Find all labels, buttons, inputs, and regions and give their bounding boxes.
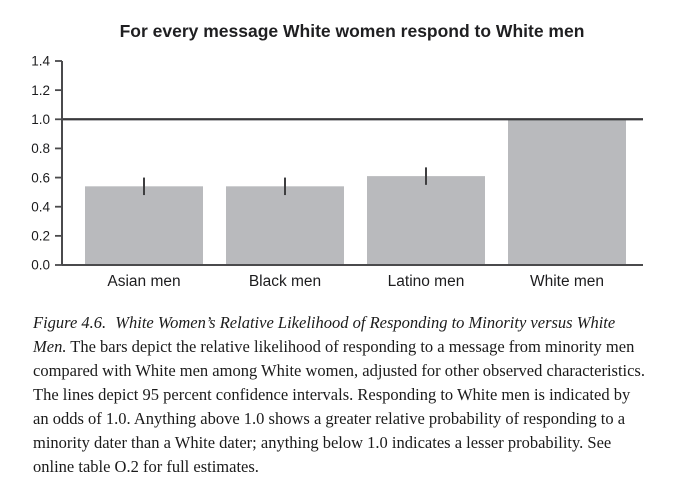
chart-plot-area: 0.0 0.2 0.4 0.6 0.8 1.0 1.2 1.4 Asian men Black m… bbox=[31, 54, 643, 290]
figure-title: White Women’s Relative Likelihood of Res… bbox=[33, 313, 616, 356]
bar bbox=[85, 186, 203, 265]
category-label: Black men bbox=[249, 273, 321, 290]
figure-caption: Figure 4.6. White Women’s Relative Likeli… bbox=[33, 311, 649, 479]
y-tick-label: 0.8 bbox=[31, 141, 50, 156]
figure-label: Figure 4.6. bbox=[33, 313, 107, 332]
y-tick-label: 1.0 bbox=[31, 112, 50, 127]
bar bbox=[367, 176, 485, 265]
y-tick-label: 0.0 bbox=[31, 258, 50, 273]
y-tick-label: 1.4 bbox=[31, 54, 50, 69]
category-label: Latino men bbox=[388, 273, 465, 290]
category-label: Asian men bbox=[107, 273, 180, 290]
y-tick-label: 0.6 bbox=[31, 170, 50, 185]
bar-chart: For every message White women respond to… bbox=[31, 21, 643, 290]
y-tick-label: 0.2 bbox=[31, 229, 50, 244]
bar bbox=[226, 186, 344, 265]
chart-title: For every message White women respond to… bbox=[120, 21, 585, 41]
category-label: White men bbox=[530, 273, 604, 290]
y-tick-label: 0.4 bbox=[31, 199, 50, 214]
bar bbox=[508, 119, 626, 266]
y-tick-label: 1.2 bbox=[31, 83, 50, 98]
caption-body: The bars depict the relative likelihood … bbox=[33, 337, 645, 476]
